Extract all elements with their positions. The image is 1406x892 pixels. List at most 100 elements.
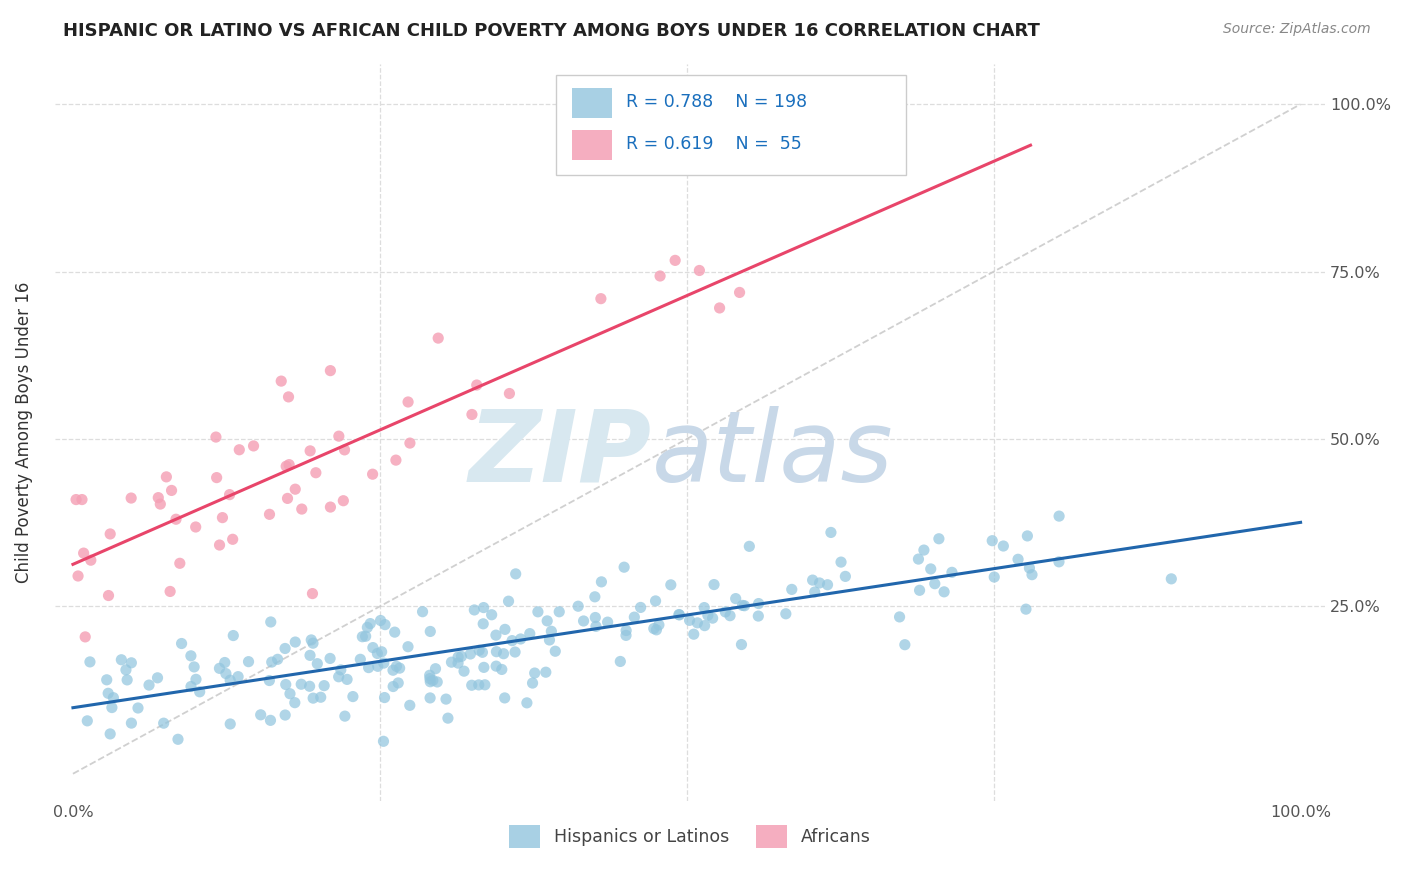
Point [703, 577, 725, 591]
Point [226, 670, 249, 684]
Point [481, 607, 503, 622]
Point [419, 668, 441, 682]
Point [278, 458, 301, 472]
Point [221, 533, 243, 547]
Text: HISPANIC OR LATINO VS AFRICAN CHILD POVERTY AMONG BOYS UNDER 16 CORRELATION CHAR: HISPANIC OR LATINO VS AFRICAN CHILD POVE… [63, 22, 1040, 40]
Point [291, 502, 314, 516]
Point [460, 647, 482, 661]
Point [354, 629, 377, 643]
Point [384, 625, 406, 640]
Point [307, 657, 329, 671]
Point [149, 497, 172, 511]
Point [474, 678, 496, 692]
Point [385, 453, 408, 467]
Point [357, 660, 380, 674]
Point [259, 673, 281, 688]
Point [276, 459, 298, 474]
Point [738, 539, 761, 553]
Point [290, 677, 312, 691]
Point [274, 677, 297, 691]
Point [461, 678, 484, 692]
Point [808, 576, 831, 591]
Point [103, 690, 125, 705]
Point [396, 395, 419, 409]
Point [65, 492, 87, 507]
Point [165, 512, 187, 526]
Point [183, 660, 205, 674]
Point [682, 627, 704, 641]
Point [373, 734, 395, 748]
Point [274, 641, 297, 656]
Point [349, 652, 371, 666]
Point [70, 492, 93, 507]
Point [374, 690, 396, 705]
Point [278, 687, 301, 701]
Point [447, 656, 470, 670]
Point [928, 532, 950, 546]
Point [609, 655, 631, 669]
Point [614, 624, 637, 638]
Point [422, 673, 444, 688]
Point [160, 483, 183, 498]
Point [359, 616, 381, 631]
Point [472, 660, 495, 674]
Point [461, 408, 484, 422]
Point [630, 600, 652, 615]
Point [907, 552, 929, 566]
Point [242, 439, 264, 453]
Point [215, 666, 238, 681]
Point [434, 692, 457, 706]
Point [775, 607, 797, 621]
Point [1047, 555, 1070, 569]
Point [498, 386, 520, 401]
Point [419, 674, 441, 689]
Point [374, 617, 396, 632]
Point [127, 701, 149, 715]
Point [366, 647, 388, 661]
Text: R = 0.619    N =  55: R = 0.619 N = 55 [626, 135, 801, 153]
Point [730, 638, 752, 652]
Point [301, 586, 323, 600]
Point [702, 611, 724, 625]
Point [718, 608, 741, 623]
Legend: Hispanics or Latinos, Africans: Hispanics or Latinos, Africans [502, 818, 877, 855]
Point [419, 690, 441, 705]
Point [664, 253, 686, 268]
Point [72, 546, 94, 560]
Point [1007, 552, 1029, 566]
Point [548, 605, 571, 619]
Point [523, 666, 546, 681]
Point [834, 569, 856, 583]
Point [485, 628, 508, 642]
Point [820, 525, 842, 540]
Point [747, 609, 769, 624]
Point [983, 570, 1005, 584]
Point [218, 488, 240, 502]
Point [361, 467, 384, 482]
Bar [572, 130, 613, 160]
Point [266, 652, 288, 666]
Point [817, 578, 839, 592]
Point [419, 672, 441, 686]
Point [219, 717, 242, 731]
Point [329, 663, 352, 677]
Point [509, 632, 531, 646]
Point [76, 714, 98, 728]
Point [709, 301, 731, 315]
Point [319, 500, 342, 514]
Point [920, 562, 942, 576]
Point [260, 655, 283, 669]
Point [148, 491, 170, 505]
Point [668, 607, 690, 622]
Point [333, 442, 356, 457]
Point [1018, 561, 1040, 575]
Point [298, 648, 321, 663]
Point [450, 649, 472, 664]
Point [472, 600, 495, 615]
Point [993, 539, 1015, 553]
Point [96, 673, 118, 687]
Y-axis label: Child Poverty Among Boys Under 16: Child Poverty Among Boys Under 16 [15, 282, 32, 583]
Point [894, 638, 917, 652]
Point [115, 663, 138, 677]
Point [184, 673, 207, 687]
